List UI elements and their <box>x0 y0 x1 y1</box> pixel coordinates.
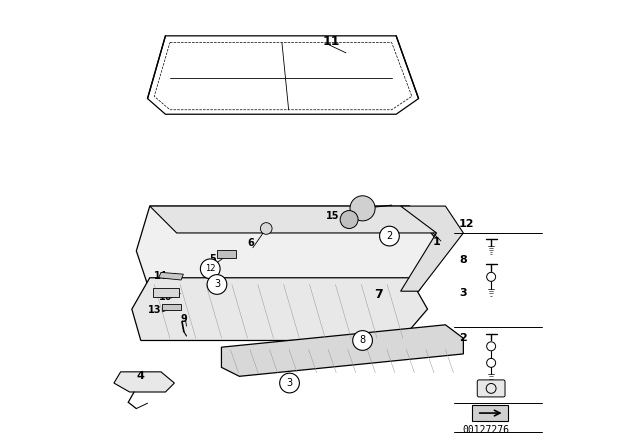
FancyBboxPatch shape <box>477 380 505 397</box>
Text: 3: 3 <box>459 289 467 298</box>
Text: 7: 7 <box>374 288 383 302</box>
Circle shape <box>350 196 375 221</box>
Circle shape <box>200 259 220 279</box>
Polygon shape <box>132 278 428 340</box>
Text: 3: 3 <box>287 378 292 388</box>
Polygon shape <box>221 325 463 376</box>
Text: 10: 10 <box>159 292 172 302</box>
Text: 8: 8 <box>459 255 467 265</box>
Text: 1: 1 <box>433 237 440 247</box>
Text: 5: 5 <box>209 254 216 264</box>
Polygon shape <box>472 405 508 421</box>
Circle shape <box>280 373 300 393</box>
FancyBboxPatch shape <box>217 250 236 258</box>
Text: 15: 15 <box>326 211 339 221</box>
FancyBboxPatch shape <box>163 304 181 310</box>
Text: 12: 12 <box>459 219 474 229</box>
Polygon shape <box>159 272 184 280</box>
Text: 9: 9 <box>181 314 188 324</box>
Text: 6: 6 <box>247 238 254 248</box>
Polygon shape <box>401 206 463 291</box>
Text: 11: 11 <box>323 34 340 48</box>
Circle shape <box>353 331 372 350</box>
Text: 13: 13 <box>148 306 162 315</box>
Polygon shape <box>114 372 174 392</box>
Text: 2: 2 <box>459 333 467 343</box>
Text: 4: 4 <box>137 371 145 381</box>
Text: 00127276: 00127276 <box>462 425 509 435</box>
Text: 8: 8 <box>360 336 365 345</box>
Text: 3: 3 <box>214 280 220 289</box>
Circle shape <box>380 226 399 246</box>
Circle shape <box>207 275 227 294</box>
Polygon shape <box>150 206 436 233</box>
Circle shape <box>260 223 272 234</box>
Text: 14: 14 <box>154 271 168 280</box>
Circle shape <box>340 211 358 228</box>
FancyBboxPatch shape <box>154 288 179 297</box>
Text: 2: 2 <box>387 231 392 241</box>
Polygon shape <box>136 206 445 291</box>
Text: 12: 12 <box>205 264 216 273</box>
